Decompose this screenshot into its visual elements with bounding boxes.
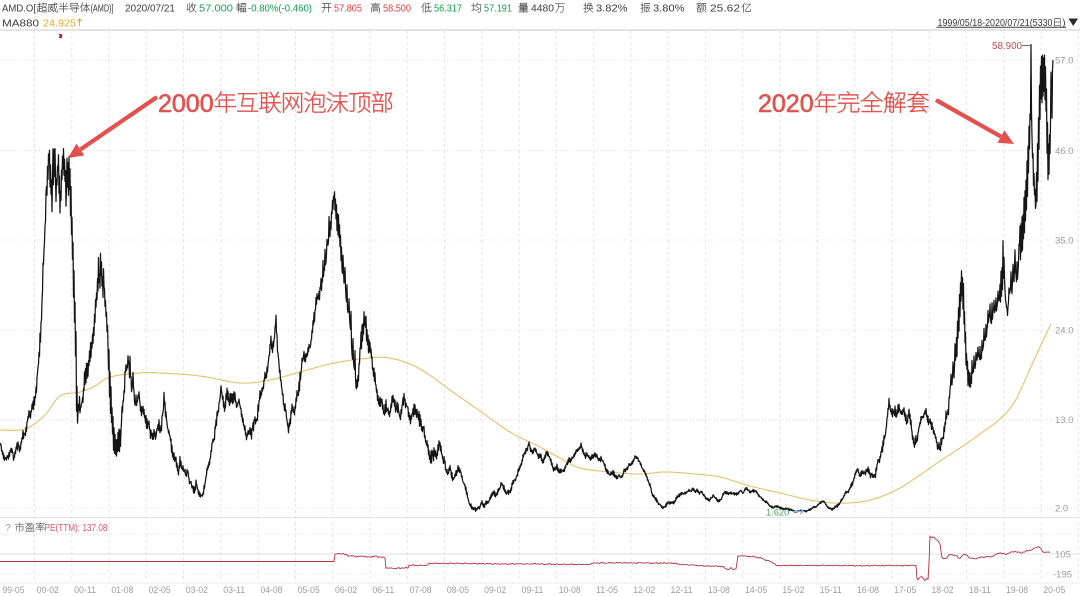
svg-text:24.0: 24.0 — [1055, 325, 1074, 336]
svg-text:20-05: 20-05 — [1043, 585, 1065, 596]
svg-text:03-02: 03-02 — [186, 585, 208, 596]
svg-text:25.62: 25.62 — [710, 3, 740, 15]
svg-text:-0.80%(-0.460): -0.80%(-0.460) — [248, 3, 312, 15]
svg-text:35.0: 35.0 — [1055, 235, 1074, 246]
svg-text:10-08: 10-08 — [559, 585, 581, 596]
svg-text:57.0: 57.0 — [1055, 55, 1074, 66]
svg-text:3.80%: 3.80% — [653, 3, 685, 15]
svg-text:02-05: 02-05 — [149, 585, 171, 596]
svg-text:105: 105 — [1055, 549, 1071, 560]
svg-text:12-11: 12-11 — [671, 585, 693, 596]
svg-text:09-02: 09-02 — [484, 585, 506, 596]
svg-text:12-02: 12-02 — [633, 585, 655, 596]
svg-text:09-11: 09-11 — [521, 585, 543, 596]
svg-text:15-02: 15-02 — [782, 585, 804, 596]
svg-text:18-11: 18-11 — [969, 585, 991, 596]
svg-text:-195: -195 — [1053, 569, 1072, 580]
svg-text:03-11: 03-11 — [223, 585, 245, 596]
svg-text:00-02: 00-02 — [37, 585, 59, 596]
svg-text:1.620: 1.620 — [766, 507, 789, 517]
svg-text:08-05: 08-05 — [447, 585, 469, 596]
svg-text:15-11: 15-11 — [820, 585, 842, 596]
svg-text:13-08: 13-08 — [708, 585, 730, 596]
svg-text:2000: 2000 — [158, 90, 214, 118]
svg-text:58.900: 58.900 — [992, 41, 1023, 52]
svg-text:46.0: 46.0 — [1055, 146, 1074, 157]
svg-text:(AMD)]: (AMD)] — [91, 3, 114, 15]
svg-text:01-08: 01-08 — [111, 585, 133, 596]
svg-text:16-08: 16-08 — [857, 585, 879, 596]
svg-text:05-05: 05-05 — [298, 585, 320, 596]
svg-text:2020: 2020 — [758, 90, 814, 118]
svg-text:24.925: 24.925 — [43, 18, 76, 30]
svg-text:56.317: 56.317 — [434, 3, 462, 15]
svg-text:57.805: 57.805 — [334, 3, 362, 15]
svg-text:04-08: 04-08 — [260, 585, 282, 596]
svg-text:06-02: 06-02 — [335, 585, 357, 596]
svg-text:2020/07/21: 2020/07/21 — [125, 3, 175, 15]
svg-text:18-02: 18-02 — [932, 585, 954, 596]
svg-text:AMD.O[: AMD.O[ — [2, 3, 36, 15]
svg-text:00-11: 00-11 — [74, 585, 96, 596]
svg-text:57.191: 57.191 — [484, 3, 512, 15]
svg-text:57.000: 57.000 — [199, 3, 233, 15]
svg-text:06-11: 06-11 — [372, 585, 394, 596]
svg-text:13.0: 13.0 — [1055, 415, 1074, 426]
svg-text:): ) — [1062, 18, 1065, 29]
svg-text:99-05: 99-05 — [3, 585, 25, 596]
svg-text:?: ? — [5, 522, 11, 534]
svg-text:4480: 4480 — [531, 3, 554, 15]
svg-text:17-05: 17-05 — [894, 585, 916, 596]
svg-text:11-05: 11-05 — [596, 585, 618, 596]
svg-text:PE(TTM): 137.08: PE(TTM): 137.08 — [45, 523, 108, 534]
svg-text:2.0: 2.0 — [1055, 503, 1068, 514]
svg-text:MA880: MA880 — [2, 18, 39, 30]
svg-text:58.500: 58.500 — [383, 3, 411, 15]
svg-text:3.82%: 3.82% — [596, 3, 628, 15]
svg-text:1999/05/18-2020/07/21(5330: 1999/05/18-2020/07/21(5330 — [938, 18, 1053, 29]
svg-text:19-08: 19-08 — [1006, 585, 1028, 596]
svg-text:07-08: 07-08 — [410, 585, 432, 596]
svg-text:14-05: 14-05 — [745, 585, 767, 596]
